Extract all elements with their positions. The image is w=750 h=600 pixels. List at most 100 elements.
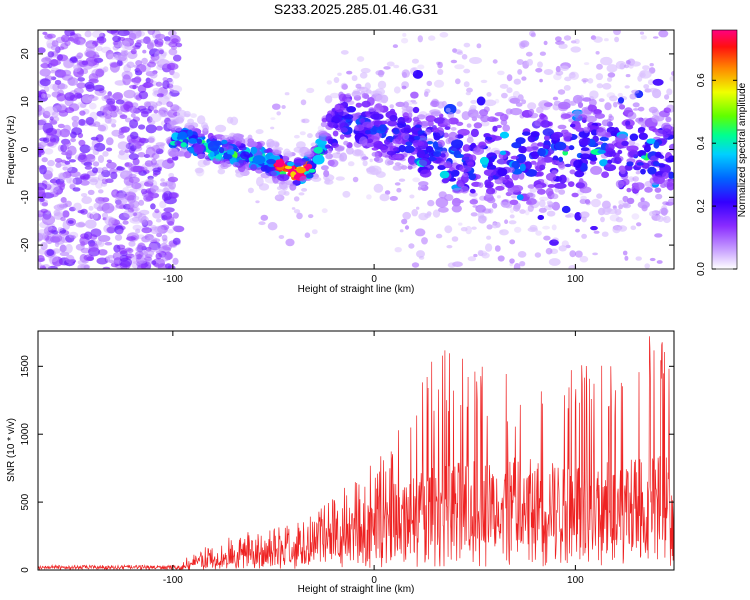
spectrogram-cell bbox=[226, 116, 234, 124]
spectrogram-cell bbox=[543, 102, 553, 107]
spectrogram-cell bbox=[156, 48, 165, 54]
spectrogram-cell bbox=[112, 45, 120, 51]
spectrogram-cell bbox=[420, 184, 429, 191]
spectrogram-cell bbox=[417, 64, 425, 70]
spectrogram-cell bbox=[537, 188, 546, 195]
spectrogram-cell bbox=[441, 178, 449, 184]
spectrogram-cell bbox=[65, 164, 73, 172]
spectrogram-cell bbox=[496, 195, 501, 199]
spectrogram-cell bbox=[41, 93, 46, 99]
spectrogram-cell bbox=[519, 261, 526, 267]
spectrogram-cell bbox=[99, 115, 107, 119]
spectrogram-cell bbox=[485, 243, 493, 252]
spectrogram-cell bbox=[132, 224, 142, 231]
colorbar-tick-label: 0.0 bbox=[696, 262, 707, 276]
spectrogram-cell bbox=[141, 227, 152, 234]
spectrogram-cell bbox=[258, 183, 270, 191]
spectrogram-cell bbox=[323, 170, 330, 178]
spectrogram-cell bbox=[433, 132, 441, 141]
spectrogram-cell bbox=[328, 121, 337, 128]
spectrogram-cell bbox=[618, 204, 623, 210]
spectrogram-cell bbox=[69, 57, 78, 64]
spectrogram-cell bbox=[575, 182, 585, 189]
spectrogram-cell bbox=[462, 144, 471, 152]
spectrogram-cell bbox=[283, 191, 290, 196]
spectrogram-cell bbox=[39, 197, 45, 202]
spectrogram-cell bbox=[407, 155, 416, 165]
spectrogram-cell bbox=[499, 229, 504, 233]
spectrogram-cell bbox=[260, 172, 271, 179]
spectrogram-cell bbox=[38, 255, 45, 263]
spectrogram-cell bbox=[306, 87, 315, 94]
spectrogram-cell bbox=[226, 116, 234, 124]
spectrogram-cell bbox=[128, 176, 140, 184]
spectrogram-cell bbox=[602, 83, 612, 90]
spectrogram-cell bbox=[105, 49, 114, 60]
spectrogram-cell bbox=[151, 260, 157, 265]
spectrogram-cell bbox=[184, 113, 191, 118]
spectrogram-cell bbox=[369, 165, 382, 176]
spectrogram-cell bbox=[173, 54, 182, 62]
spectrogram-cell bbox=[495, 185, 505, 191]
spectrogram-cell bbox=[317, 125, 325, 131]
spectrogram-cell bbox=[88, 205, 94, 211]
spectrogram-cell bbox=[287, 161, 295, 167]
spectrogram-cell bbox=[143, 101, 151, 108]
spectrogram-cell bbox=[365, 111, 370, 116]
spectrogram-cell bbox=[318, 130, 329, 137]
spectrogram-cell bbox=[202, 127, 209, 135]
spectrogram-cell bbox=[511, 161, 520, 170]
spectrogram-cell bbox=[73, 87, 84, 95]
spectrogram-cell bbox=[354, 149, 362, 156]
spectrogram-cell bbox=[647, 166, 657, 175]
spectrogram-cell bbox=[71, 127, 83, 135]
spectrogram-cell bbox=[78, 139, 86, 147]
spectrogram-cell bbox=[95, 68, 105, 78]
spectrogram-cell bbox=[123, 89, 136, 99]
spectrogram-cell bbox=[142, 49, 147, 54]
spectrogram-cell bbox=[188, 138, 197, 144]
spectrogram-cell bbox=[167, 176, 179, 183]
spectrogram-cell bbox=[58, 46, 65, 51]
spectrogram-cell bbox=[70, 137, 76, 143]
spectrogram-cell bbox=[473, 253, 478, 258]
spectrogram-cell bbox=[196, 138, 203, 144]
spectrogram-cell bbox=[398, 145, 406, 153]
spectrogram-cell bbox=[632, 102, 640, 108]
spectrogram-cell bbox=[638, 132, 648, 140]
spectrogram-cell bbox=[517, 251, 527, 258]
spectrogram-cell bbox=[122, 74, 132, 86]
spectrogram-cell bbox=[166, 252, 174, 260]
spectrogram-cell bbox=[394, 162, 401, 166]
spectrogram-cell bbox=[276, 111, 282, 116]
spectrogram-cell bbox=[51, 111, 59, 118]
spectrogram-cell bbox=[509, 108, 523, 116]
spectrogram-cell bbox=[132, 207, 140, 212]
spectrogram-cell bbox=[599, 136, 609, 142]
spectrogram-cell bbox=[89, 102, 97, 110]
spectrogram-cell bbox=[530, 160, 537, 165]
spectrogram-cell bbox=[408, 243, 415, 249]
spectrogram-cell bbox=[660, 183, 667, 189]
spectrogram-cell bbox=[267, 222, 278, 231]
spectrogram-cell bbox=[91, 30, 104, 38]
spectrogram-cell bbox=[613, 101, 618, 108]
spectrogram-cell bbox=[384, 158, 392, 166]
spectrogram-cell bbox=[128, 188, 138, 194]
spectrogram-cell bbox=[661, 207, 668, 216]
spectrogram-cell bbox=[606, 64, 618, 73]
spectrogram-cell bbox=[450, 126, 457, 131]
spectrogram-cell bbox=[652, 36, 659, 39]
spectrogram-cell bbox=[558, 43, 568, 49]
spectrogram-cell bbox=[98, 189, 104, 194]
spectrogram-cell bbox=[40, 266, 47, 269]
spectrogram-cell bbox=[85, 84, 95, 92]
spectrogram-cell bbox=[153, 154, 161, 159]
spectrogram-cell bbox=[119, 114, 128, 119]
spectrogram-cell bbox=[293, 209, 301, 214]
spectrogram-cell bbox=[392, 165, 402, 171]
spectrogram-cell bbox=[183, 110, 191, 117]
spectrogram-cell bbox=[514, 226, 522, 233]
spectrogram-cell bbox=[508, 220, 517, 225]
